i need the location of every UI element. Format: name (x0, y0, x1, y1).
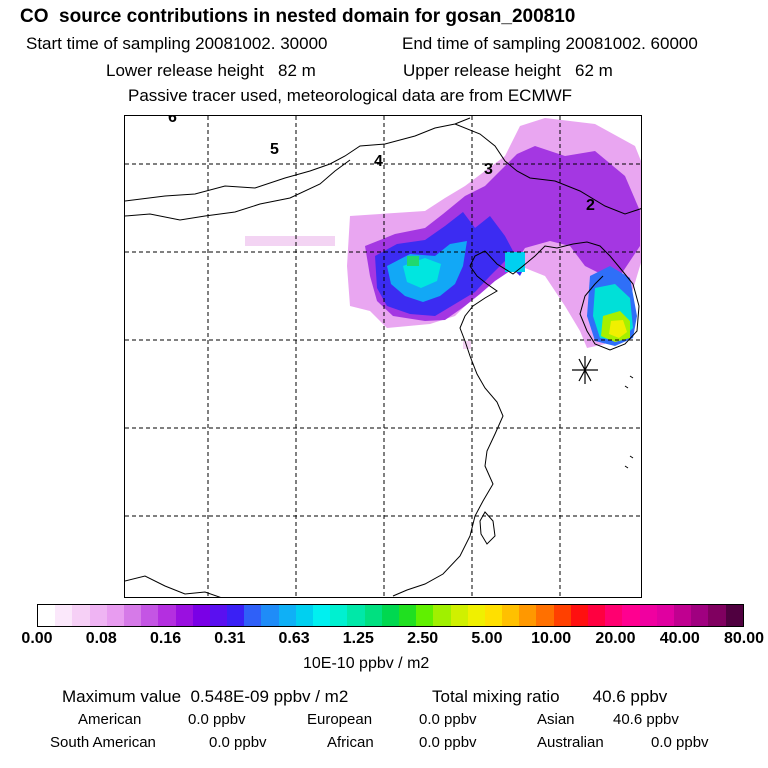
colorbar-swatch (347, 605, 365, 626)
trajectory-label: 5 (270, 141, 279, 158)
source-value: 0.0 ppbv (419, 711, 477, 728)
trajectory-label: 4 (374, 153, 383, 170)
plume-faint-west (245, 236, 335, 246)
tracer-note: Passive tracer used, meteorological data… (128, 86, 573, 105)
colorbar-swatch (158, 605, 176, 626)
upper-release-label: Upper release height 62 m (403, 61, 613, 80)
plume-faint-south (463, 341, 471, 349)
colorbar-swatch (553, 605, 571, 626)
colorbar-swatch (450, 605, 468, 626)
colorbar-swatch (502, 605, 520, 626)
border-inner (125, 159, 351, 221)
map-panel: 6 5 4 3 2 (124, 115, 642, 598)
colorbar-swatch (227, 605, 245, 626)
source-value: 0.0 ppbv (651, 734, 709, 751)
source-name: Asian (537, 711, 575, 728)
total-mixing-ratio: Total mixing ratio 40.6 ppbv (432, 687, 668, 706)
colorbar-tick-label: 0.31 (214, 630, 246, 647)
colorbar-tick-label: 1.25 (342, 630, 374, 647)
max-value-label: Maximum value 0.548E-09 ppbv / m2 (62, 687, 349, 706)
source-name: Australian (537, 734, 604, 751)
coast-china-east (392, 250, 504, 597)
border-northeast (454, 123, 641, 215)
map-canvas (125, 116, 641, 597)
colorbar-swatch (278, 605, 296, 626)
colorbar-swatch (106, 605, 124, 626)
border-mongolia (125, 117, 471, 202)
colorbar-swatch (570, 605, 588, 626)
islands-east (624, 375, 634, 469)
colorbar-swatch (89, 605, 107, 626)
colorbar-tick-label: 5.00 (471, 630, 503, 647)
colorbar-swatch (519, 605, 537, 626)
source-value: 0.0 ppbv (188, 711, 246, 728)
plume-korea-yellow (609, 320, 627, 338)
source-name: American (78, 711, 142, 728)
colorbar-tick-label: 2.50 (407, 630, 439, 647)
source-name: African (327, 734, 374, 751)
plume-bay-cyan (505, 252, 525, 272)
colorbar-swatch (175, 605, 193, 626)
colorbar-swatch (364, 605, 382, 626)
colorbar-tick-label: 20.00 (595, 630, 636, 647)
colorbar-tick-label: 0.63 (278, 630, 310, 647)
asterisk-icon (572, 356, 598, 384)
colorbar-swatch (398, 605, 417, 626)
colorbar-swatch (313, 605, 331, 626)
end-time-label: End time of sampling 20081002. 60000 (402, 34, 698, 53)
colorbar-swatch (433, 605, 451, 626)
colorbar-tick-label: 10.00 (531, 630, 572, 647)
colorbar-swatch (484, 605, 503, 626)
colorbar-tick-label: 0.16 (149, 630, 182, 647)
colorbar-swatch (123, 605, 142, 626)
colorbar-swatch (141, 605, 159, 626)
colorbar-swatch (673, 605, 692, 626)
coastlines (125, 117, 641, 597)
colorbar-swatch (330, 605, 348, 626)
colorbar-swatch (295, 605, 313, 626)
colorbar-swatch (725, 605, 743, 626)
colorbar-swatch (381, 605, 399, 626)
trajectory-label: 3 (484, 161, 493, 178)
colorbar-swatch (588, 605, 606, 626)
colorbar-swatch (72, 605, 90, 626)
concentration-field (245, 118, 641, 349)
colorbar-tick-label: 40.00 (659, 630, 700, 647)
source-name: South American (50, 734, 156, 751)
colorbar-swatch (55, 605, 73, 626)
source-value: 40.6 ppbv (613, 711, 679, 728)
colorbar-swatch (38, 605, 56, 626)
colorbar-swatch (536, 605, 554, 626)
colorbar-swatch (605, 605, 623, 626)
colorbar-swatch (656, 605, 674, 626)
colorbar-tick-label: 80.00 (723, 630, 765, 647)
trajectory-label: 2 (586, 197, 595, 214)
lower-release-label: Lower release height 82 m (106, 61, 316, 80)
taiwan-island (479, 511, 496, 545)
colorbar-swatch (467, 605, 485, 626)
colorbar-swatch (244, 605, 262, 626)
start-time-label: Start time of sampling 20081002. 30000 (26, 34, 328, 53)
trajectory-label: 6 (168, 115, 177, 126)
graticule (125, 116, 641, 597)
colorbar-swatch (209, 605, 228, 626)
colorbar (37, 604, 744, 627)
colorbar-unit: 10E-10 ppbv / m2 (303, 655, 430, 672)
source-name: European (307, 711, 373, 728)
source-value: 0.0 ppbv (419, 734, 477, 751)
colorbar-swatch (416, 605, 434, 626)
colorbar-swatch (622, 605, 640, 626)
border-southwest (125, 575, 221, 597)
map-title: CO source contributions in nested domain… (20, 6, 576, 27)
colorbar-swatch (261, 605, 279, 626)
colorbar-swatch (192, 605, 210, 626)
plume-core-green (407, 256, 419, 266)
colorbar-swatch (708, 605, 726, 626)
source-value: 0.0 ppbv (209, 734, 267, 751)
colorbar-swatch (639, 605, 657, 626)
colorbar-tick-label: 0.00 (21, 630, 53, 647)
coast-bohai-korea (484, 241, 640, 351)
colorbar-swatch (691, 605, 709, 626)
colorbar-tick-label: 0.08 (85, 630, 117, 647)
